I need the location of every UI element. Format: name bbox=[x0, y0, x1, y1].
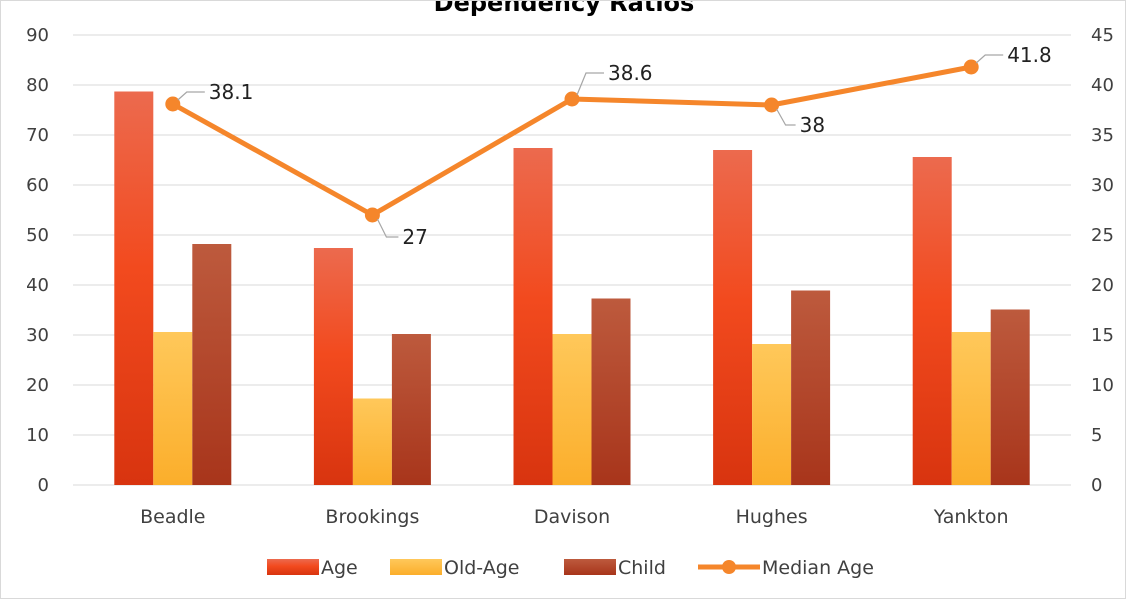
median-age-series-line bbox=[170, 64, 974, 218]
left-axis-tick-label: 70 bbox=[26, 125, 49, 146]
left-axis-tick-label: 20 bbox=[26, 375, 49, 396]
data-labels: 38.1 27 38.6 38 41.8 bbox=[177, 43, 1052, 249]
category-label: Beadle bbox=[140, 506, 205, 528]
chart-title: Dependency Ratios bbox=[434, 1, 695, 17]
legend: Age Old-Age Child Median Age bbox=[267, 557, 874, 579]
axes: 0 10 20 30 40 50 60 70 80 90 0 5 10 15 20 25 30 35 40 45 Bea… bbox=[26, 25, 1114, 528]
median-age-data-label: 38 bbox=[800, 113, 825, 137]
data-label-leader bbox=[975, 54, 1004, 64]
bar-age-brookings bbox=[313, 248, 353, 485]
bar-old-age-davison bbox=[552, 334, 592, 485]
bar-child-davison bbox=[591, 298, 631, 485]
bar-age-hughes bbox=[713, 150, 753, 485]
gridlines bbox=[73, 34, 1071, 486]
bar-child-brookings bbox=[391, 334, 431, 485]
left-axis-tick-label: 40 bbox=[26, 275, 49, 296]
bar-old-age-beadle bbox=[153, 332, 193, 485]
right-axis-tick-label: 30 bbox=[1091, 175, 1114, 196]
category-label: Brookings bbox=[325, 506, 419, 528]
data-label-leader bbox=[177, 91, 205, 101]
legend-label: Age bbox=[321, 557, 358, 579]
median-age-data-label: 27 bbox=[402, 225, 427, 249]
legend-label: Child bbox=[618, 557, 666, 579]
bar-age-davison bbox=[513, 148, 553, 485]
right-axis-tick-label: 0 bbox=[1091, 475, 1102, 496]
data-label-leader bbox=[576, 72, 604, 96]
bar-age-yankton bbox=[912, 157, 952, 485]
median-age-point-beadle bbox=[165, 96, 181, 112]
legend-swatch bbox=[390, 559, 442, 575]
legend-swatch bbox=[267, 559, 319, 575]
bars bbox=[114, 91, 1030, 485]
category-label: Hughes bbox=[736, 506, 808, 528]
median-age-line bbox=[165, 59, 979, 223]
right-axis-tick-label: 40 bbox=[1091, 75, 1114, 96]
median-age-point-davison bbox=[564, 91, 580, 107]
legend-item-age: Age bbox=[267, 557, 358, 579]
legend-item-old-age: Old-Age bbox=[390, 557, 519, 579]
legend-swatch bbox=[564, 559, 616, 575]
left-axis-tick-label: 60 bbox=[26, 175, 49, 196]
legend-label: Median Age bbox=[762, 557, 874, 579]
median-age-point-yankton bbox=[963, 59, 979, 75]
median-age-data-label: 38.1 bbox=[209, 80, 254, 104]
median-age-data-label: 41.8 bbox=[1007, 43, 1052, 67]
legend-marker bbox=[722, 560, 736, 574]
data-label-leader bbox=[776, 108, 796, 126]
median-age-data-label: 38.6 bbox=[608, 61, 653, 85]
bar-old-age-hughes bbox=[752, 344, 792, 485]
right-axis-tick-label: 45 bbox=[1091, 25, 1114, 46]
left-axis-tick-label: 90 bbox=[26, 25, 49, 46]
bar-old-age-yankton bbox=[951, 332, 991, 485]
right-axis-tick-label: 20 bbox=[1091, 275, 1114, 296]
right-axis-tick-label: 25 bbox=[1091, 225, 1114, 246]
bar-child-hughes bbox=[791, 290, 831, 485]
median-age-point-hughes bbox=[764, 97, 780, 113]
category-label: Yankton bbox=[933, 506, 1009, 528]
bar-child-beadle bbox=[192, 244, 232, 485]
left-axis-tick-label: 30 bbox=[26, 325, 49, 346]
right-axis-tick-label: 5 bbox=[1091, 425, 1102, 446]
bar-child-yankton bbox=[990, 309, 1030, 485]
right-axis-tick-label: 15 bbox=[1091, 325, 1114, 346]
bar-old-age-brookings bbox=[352, 398, 392, 485]
left-axis-tick-label: 10 bbox=[26, 425, 49, 446]
median-age-point-brookings bbox=[364, 207, 380, 223]
left-axis-tick-label: 50 bbox=[26, 225, 49, 246]
right-axis-tick-label: 10 bbox=[1091, 375, 1114, 396]
legend-item-median-age: Median Age bbox=[698, 557, 874, 579]
bar-age-beadle bbox=[114, 91, 154, 485]
legend-item-child: Child bbox=[564, 557, 666, 579]
left-axis-tick-label: 0 bbox=[38, 475, 49, 496]
right-axis-tick-label: 35 bbox=[1091, 125, 1114, 146]
category-label: Davison bbox=[534, 506, 610, 528]
legend-label: Old-Age bbox=[444, 557, 519, 579]
data-label-leader bbox=[376, 218, 399, 238]
left-axis-tick-label: 80 bbox=[26, 75, 49, 96]
